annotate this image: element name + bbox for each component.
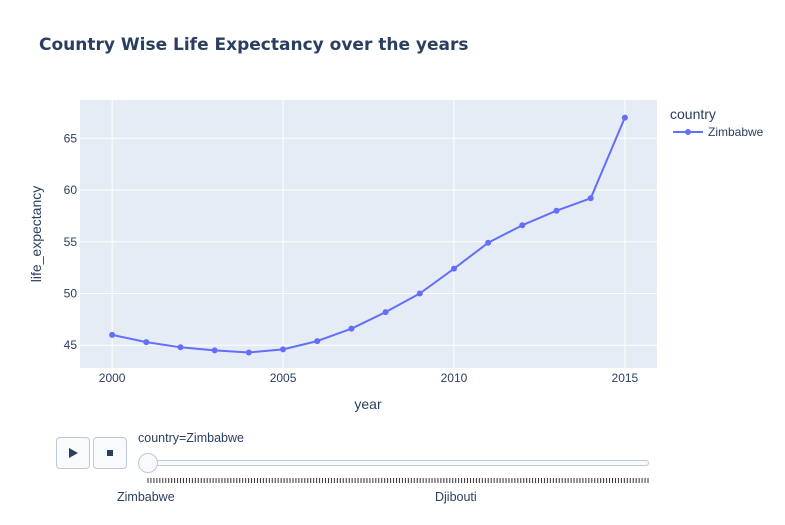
slider-track[interactable]: [148, 460, 649, 466]
data-point: [314, 338, 321, 345]
series-layer: [109, 114, 628, 356]
data-point: [109, 331, 116, 338]
series-line: [111, 117, 626, 354]
gridlines: [80, 100, 657, 368]
data-point: [553, 207, 560, 214]
x-tick-label: 2005: [270, 371, 297, 385]
slider-ticks: [147, 478, 649, 483]
data-point: [245, 349, 252, 356]
data-point: [280, 346, 287, 353]
data-point: [587, 195, 594, 202]
x-axis-title: year: [354, 396, 382, 412]
x-tick-label: 2015: [612, 371, 639, 385]
legend-item-zimbabwe[interactable]: Zimbabwe: [673, 125, 764, 139]
y-tick-label: 60: [64, 183, 78, 197]
slider-step-label[interactable]: Djibouti: [435, 490, 477, 504]
data-point: [519, 222, 526, 229]
play-button[interactable]: [56, 437, 90, 469]
data-point: [211, 347, 218, 354]
data-point: [450, 265, 457, 272]
x-tick-label: 2010: [441, 371, 468, 385]
data-point: [143, 339, 150, 346]
data-point: [621, 114, 628, 121]
y-tick-label: 45: [64, 338, 78, 352]
data-point: [177, 344, 184, 351]
legend-swatch-marker: [685, 129, 691, 135]
data-point: [416, 290, 423, 297]
y-tick-label: 50: [64, 286, 78, 300]
x-tick-labels: 2000 2005 2010 2015: [99, 371, 639, 385]
legend-title: country: [670, 106, 716, 122]
slider-current-value: country=Zimbabwe: [138, 431, 244, 445]
play-icon: [69, 448, 78, 458]
stop-icon: [107, 450, 113, 456]
x-tick-label: 2000: [99, 371, 126, 385]
legend-label: Zimbabwe: [708, 125, 764, 139]
data-point: [382, 309, 389, 316]
data-point: [348, 325, 355, 332]
slider-handle[interactable]: [138, 453, 158, 473]
chart-title: Country Wise Life Expectancy over the ye…: [39, 35, 469, 55]
y-tick-labels: 45 50 55 60 65: [64, 131, 78, 352]
y-axis-title: life_expectancy: [28, 186, 44, 283]
y-tick-label: 65: [64, 131, 78, 145]
slider-step-label[interactable]: Zimbabwe: [117, 490, 175, 504]
stop-button[interactable]: [93, 437, 127, 469]
y-tick-label: 55: [64, 235, 78, 249]
plot-area: [80, 100, 657, 368]
data-point: [485, 239, 492, 246]
